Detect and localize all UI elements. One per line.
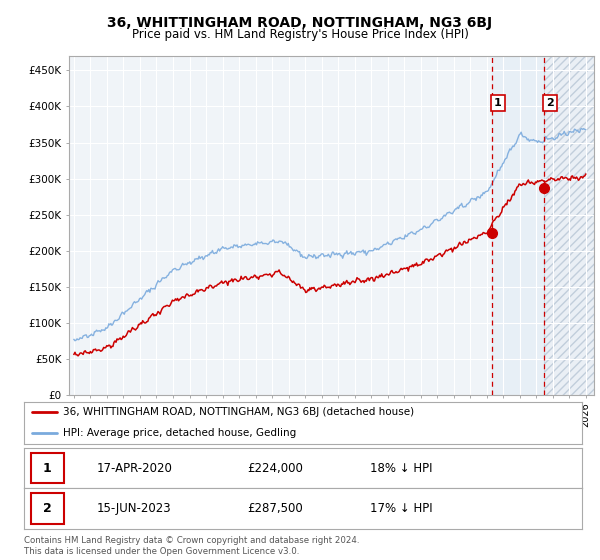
Text: 18% ↓ HPI: 18% ↓ HPI xyxy=(370,461,433,475)
Text: HPI: Average price, detached house, Gedling: HPI: Average price, detached house, Gedl… xyxy=(63,428,296,438)
Text: 1: 1 xyxy=(494,98,502,108)
Text: £287,500: £287,500 xyxy=(247,502,303,515)
Text: 1: 1 xyxy=(43,461,52,475)
FancyBboxPatch shape xyxy=(31,493,64,524)
Text: 15-JUN-2023: 15-JUN-2023 xyxy=(97,502,171,515)
Text: 2: 2 xyxy=(43,502,52,515)
Bar xyxy=(491,56,544,395)
Text: 36, WHITTINGHAM ROAD, NOTTINGHAM, NG3 6BJ: 36, WHITTINGHAM ROAD, NOTTINGHAM, NG3 6B… xyxy=(107,16,493,30)
Text: 36, WHITTINGHAM ROAD, NOTTINGHAM, NG3 6BJ (detached house): 36, WHITTINGHAM ROAD, NOTTINGHAM, NG3 6B… xyxy=(63,407,414,417)
Bar xyxy=(544,56,594,395)
FancyBboxPatch shape xyxy=(31,453,64,483)
Text: Price paid vs. HM Land Registry's House Price Index (HPI): Price paid vs. HM Land Registry's House … xyxy=(131,28,469,41)
Text: Contains HM Land Registry data © Crown copyright and database right 2024.
This d: Contains HM Land Registry data © Crown c… xyxy=(24,536,359,556)
Text: 2: 2 xyxy=(546,98,554,108)
Bar xyxy=(544,56,594,395)
Text: £224,000: £224,000 xyxy=(247,461,303,475)
Text: 17% ↓ HPI: 17% ↓ HPI xyxy=(370,502,433,515)
Text: 17-APR-2020: 17-APR-2020 xyxy=(97,461,172,475)
